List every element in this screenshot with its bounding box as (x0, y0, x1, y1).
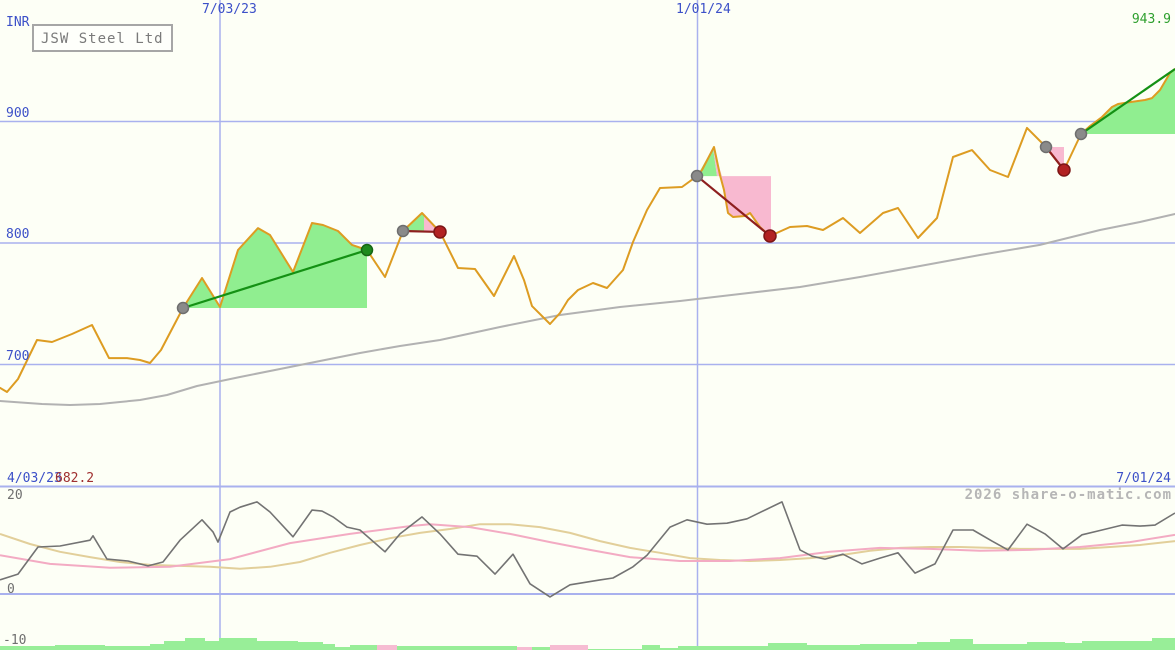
volume-bar (105, 646, 150, 650)
osc-tick-minus10: -10 (3, 633, 27, 648)
volume-bar (807, 645, 860, 650)
volume-bar (973, 644, 1027, 650)
volume-bar (185, 638, 205, 650)
moving-average (0, 213, 1175, 406)
last-price-label: 943.9 (1131, 12, 1171, 27)
currency-label: INR (6, 15, 30, 30)
x-gridline-date-2: 1/01/24 (676, 2, 731, 17)
volume-bar (323, 644, 335, 650)
y-tick-900: 900 (6, 106, 30, 121)
volume-bar (257, 641, 298, 650)
volume-bar (205, 641, 219, 650)
trade-3-fill (721, 176, 771, 236)
volume-bar (1152, 638, 1175, 650)
trade-2-exit-dot (433, 225, 447, 239)
volume-bar (335, 647, 350, 650)
min-date-label: 4/03/23 (7, 471, 62, 486)
volume-bar (350, 645, 377, 650)
trade-3-entry-dot (690, 169, 704, 183)
volume-bar (150, 644, 164, 650)
volume-bar (298, 642, 323, 650)
volume-bar (950, 639, 973, 650)
symbol-title-box: JSW Steel Ltd (32, 24, 173, 52)
oscillator-main (0, 501, 1175, 598)
volume-bar (768, 643, 807, 650)
volume-bar (397, 646, 517, 650)
y-tick-800: 800 (6, 227, 30, 242)
osc-tick-0: 0 (7, 582, 15, 597)
trade-1-line (182, 248, 368, 310)
volume-bar (532, 647, 550, 650)
volume-bar (517, 647, 532, 650)
end-date-label: 7/01/24 (1116, 471, 1171, 486)
volume-bar (860, 644, 917, 650)
oscillator-pink-signal (0, 523, 1175, 569)
trade-1-exit-dot (360, 243, 374, 257)
trade-1-entry-dot (176, 301, 190, 315)
volume-bar (55, 645, 105, 650)
trade-1-fill (183, 223, 367, 308)
volume-bar (1065, 643, 1082, 650)
volume-bar (1027, 642, 1065, 650)
trade-4-entry-dot (1039, 140, 1053, 154)
osc-tick-20: 20 (7, 488, 23, 503)
x-gridline-date-1: 7/03/23 (202, 2, 257, 17)
volume-bar (1082, 641, 1152, 650)
trade-4-exit-dot (1057, 163, 1071, 177)
volume-bar (377, 645, 397, 650)
volume-bar (642, 645, 660, 650)
price (0, 68, 1175, 393)
volume-bar (550, 645, 588, 650)
volume-bar (164, 641, 185, 650)
volume-bar (219, 638, 257, 650)
trade-2-entry-dot (396, 224, 410, 238)
volume-bar (660, 648, 678, 650)
min-value-label: 682.2 (55, 471, 95, 486)
oscillator-tan-signal (0, 523, 1175, 570)
trade-3-line (696, 175, 771, 237)
volume-bar (917, 642, 950, 650)
symbol-title: JSW Steel Ltd (41, 31, 164, 47)
y-tick-700: 700 (6, 349, 30, 364)
trade-3-exit-dot (763, 229, 777, 243)
watermark: 2026 share-o-matic.com (964, 487, 1172, 503)
trade-5-line (1080, 68, 1175, 135)
volume-bar (0, 646, 55, 650)
trade-5-entry-dot (1074, 127, 1088, 141)
volume-bar (678, 646, 768, 650)
